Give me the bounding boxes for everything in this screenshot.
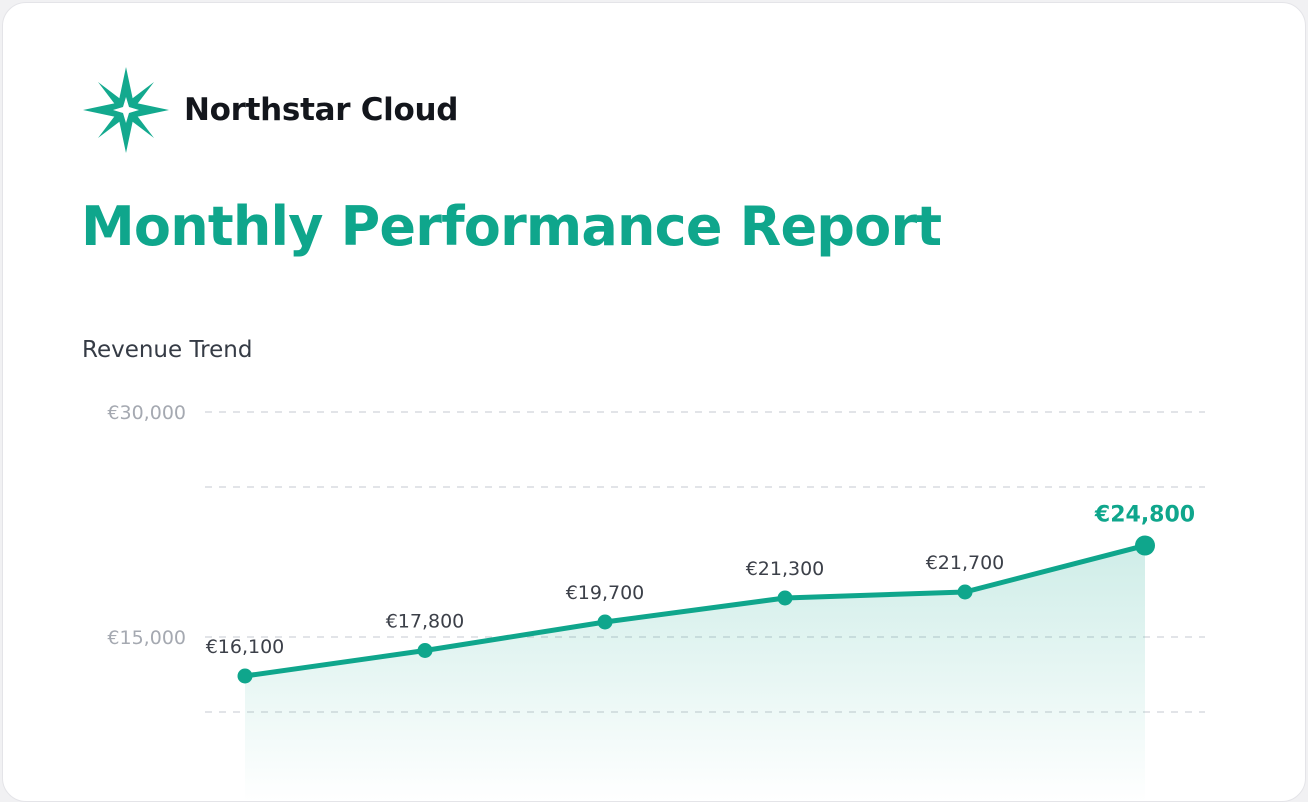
data-point — [1135, 536, 1155, 556]
data-label: €21,300 — [746, 558, 825, 580]
data-point — [778, 591, 793, 606]
data-label: €16,100 — [206, 636, 285, 658]
data-label: €21,700 — [926, 552, 1005, 574]
chart-area-fill — [245, 546, 1145, 802]
data-label: €17,800 — [386, 611, 465, 633]
y-tick-label: €30,000 — [107, 402, 186, 424]
data-point — [958, 585, 973, 600]
data-point — [598, 615, 613, 630]
area-fill — [245, 546, 1145, 802]
y-axis-ticks: €30,000 €15,000 — [107, 402, 186, 649]
data-label: €24,800 — [1094, 503, 1195, 528]
data-point — [418, 643, 433, 658]
data-point — [238, 669, 253, 684]
y-tick-label: €15,000 — [107, 627, 186, 649]
revenue-line-chart: €30,000 €15,000 €16,100 €17,800 €19,700 €21,… — [3, 3, 1306, 802]
data-label: €19,700 — [566, 582, 645, 604]
